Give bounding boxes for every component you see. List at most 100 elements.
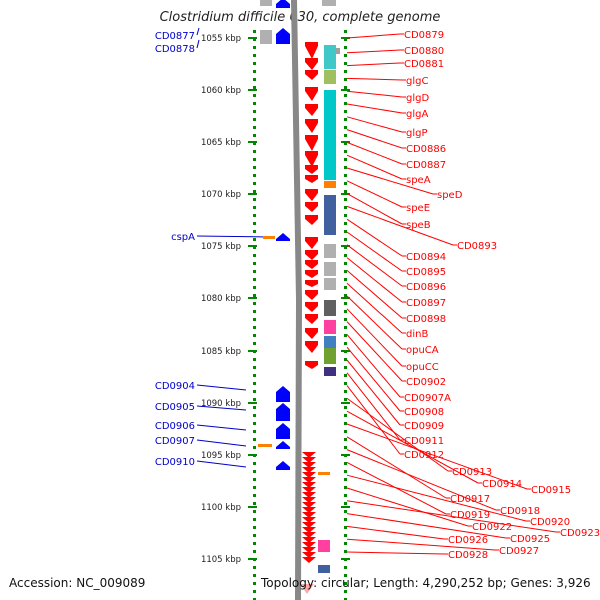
ruler-dot: [253, 422, 256, 425]
label-leader: [346, 321, 403, 382]
gene-label-right: speD: [437, 190, 463, 201]
ruler-dot: [344, 598, 347, 600]
ruler-dot: [253, 214, 256, 217]
ruler-dot: [344, 198, 347, 201]
gene-arrow: [305, 270, 318, 278]
ruler-dot: [344, 182, 347, 185]
gene-label-right: dinB: [406, 329, 428, 340]
label-leader: [346, 513, 507, 539]
ruler-dot: [253, 478, 256, 481]
ruler-label: 1070 kbp: [201, 190, 241, 200]
gene-arrow-small: [302, 462, 316, 468]
ruler-dot: [253, 486, 256, 489]
gene-label-right: CD0897: [406, 298, 446, 309]
ruler-dot: [344, 398, 347, 401]
gene-label-right: CD0902: [406, 377, 446, 388]
gene-label-right: glgC: [406, 76, 428, 87]
ruler-dot: [253, 526, 256, 529]
map-title: Clostridium difficile 630, complete geno…: [159, 10, 441, 25]
ruler-dot: [253, 62, 256, 65]
ruler-dot: [344, 142, 347, 145]
ruler-dot: [253, 534, 256, 537]
gene-arrow: [305, 70, 318, 80]
ruler-dot: [344, 590, 347, 593]
label-leader: [346, 538, 496, 551]
gene-label-right: CD0893: [457, 241, 497, 252]
gene-arrow-small: [302, 522, 316, 528]
ruler-dot: [253, 134, 256, 137]
ruler-dot: [253, 182, 256, 185]
ruler-dot: [253, 414, 256, 417]
label-leader: [346, 385, 401, 455]
gene-label-right: speA: [406, 175, 431, 186]
ruler-dot: [344, 230, 347, 233]
gene-label-right: CD0928: [448, 550, 488, 561]
ruler-dot: [253, 246, 256, 249]
gene-arrow-minus: [276, 461, 290, 470]
gene-label-right: CD0915: [531, 485, 571, 496]
ruler-dot: [253, 566, 256, 569]
ruler-label: 1060 kbp: [201, 86, 241, 96]
ruler-dot: [253, 598, 256, 600]
label-leader: [196, 439, 247, 447]
ruler-dot: [253, 174, 256, 177]
ruler-dot: [253, 158, 256, 161]
gene-arrow: [305, 42, 318, 59]
ruler-dot: [253, 550, 256, 553]
ruler-dot: [253, 294, 256, 297]
gene-arrow-small: [302, 477, 316, 483]
gene-label-left: CD0877: [155, 31, 195, 42]
gene-arrow-minus: [276, 0, 290, 8]
gene-arrow-minus: [276, 386, 290, 402]
gene-arrow-small: [302, 527, 316, 533]
label-leader: [346, 359, 401, 426]
gene-label-left: CD0906: [155, 421, 195, 432]
ruler-dot: [253, 590, 256, 593]
gene-label-right: CD0914: [482, 479, 522, 490]
gene-feature-block: [263, 236, 275, 239]
ruler-dot: [344, 318, 347, 321]
gene-label-left: CD0907: [155, 436, 195, 447]
label-leader: [346, 129, 403, 149]
ruler-dot: [344, 310, 347, 313]
label-leader: [346, 346, 401, 412]
gene-feature-block: [324, 262, 336, 276]
topology-text: Topology: circular; Length: 4,290,252 bp…: [261, 576, 591, 590]
ruler-dot: [344, 510, 347, 513]
ruler-dot: [344, 502, 347, 505]
gene-label-right: CD0880: [404, 46, 444, 57]
label-leader: [346, 270, 403, 319]
gene-arrow-small: [302, 557, 316, 563]
ruler-dot: [253, 334, 256, 337]
label-leader: [346, 49, 401, 54]
ruler-dot: [344, 518, 347, 521]
ruler-dot: [344, 446, 347, 449]
ruler-dot: [253, 94, 256, 97]
gene-arrow-small: [302, 492, 316, 498]
ruler-dot: [344, 302, 347, 305]
gene-label-right: opuCA: [406, 345, 439, 356]
label-leader: [346, 180, 403, 208]
ruler-dot: [344, 358, 347, 361]
ruler-dot: [344, 294, 347, 297]
label-leader: [346, 500, 557, 533]
label-leader: [346, 167, 434, 195]
genome-backbone: [291, 0, 303, 600]
label-leader: [196, 39, 200, 49]
label-leader: [346, 218, 403, 257]
ruler-dot: [344, 334, 347, 337]
ruler-dot: [344, 566, 347, 569]
gene-label-right: glgP: [406, 128, 428, 139]
gene-feature-block: [324, 244, 336, 258]
ruler-dot: [344, 326, 347, 329]
gene-label-right: CD0922: [472, 522, 512, 533]
ruler-dot: [253, 142, 256, 145]
label-leader: [346, 205, 454, 246]
ruler-dot: [253, 126, 256, 129]
gene-arrow: [305, 302, 318, 312]
gene-label-right: CD0887: [406, 160, 446, 171]
gene-arrow: [305, 314, 318, 324]
ruler-label: 1095 kbp: [201, 451, 241, 461]
ruler-label: 1055 kbp: [201, 34, 241, 44]
ruler-dot: [344, 374, 347, 377]
